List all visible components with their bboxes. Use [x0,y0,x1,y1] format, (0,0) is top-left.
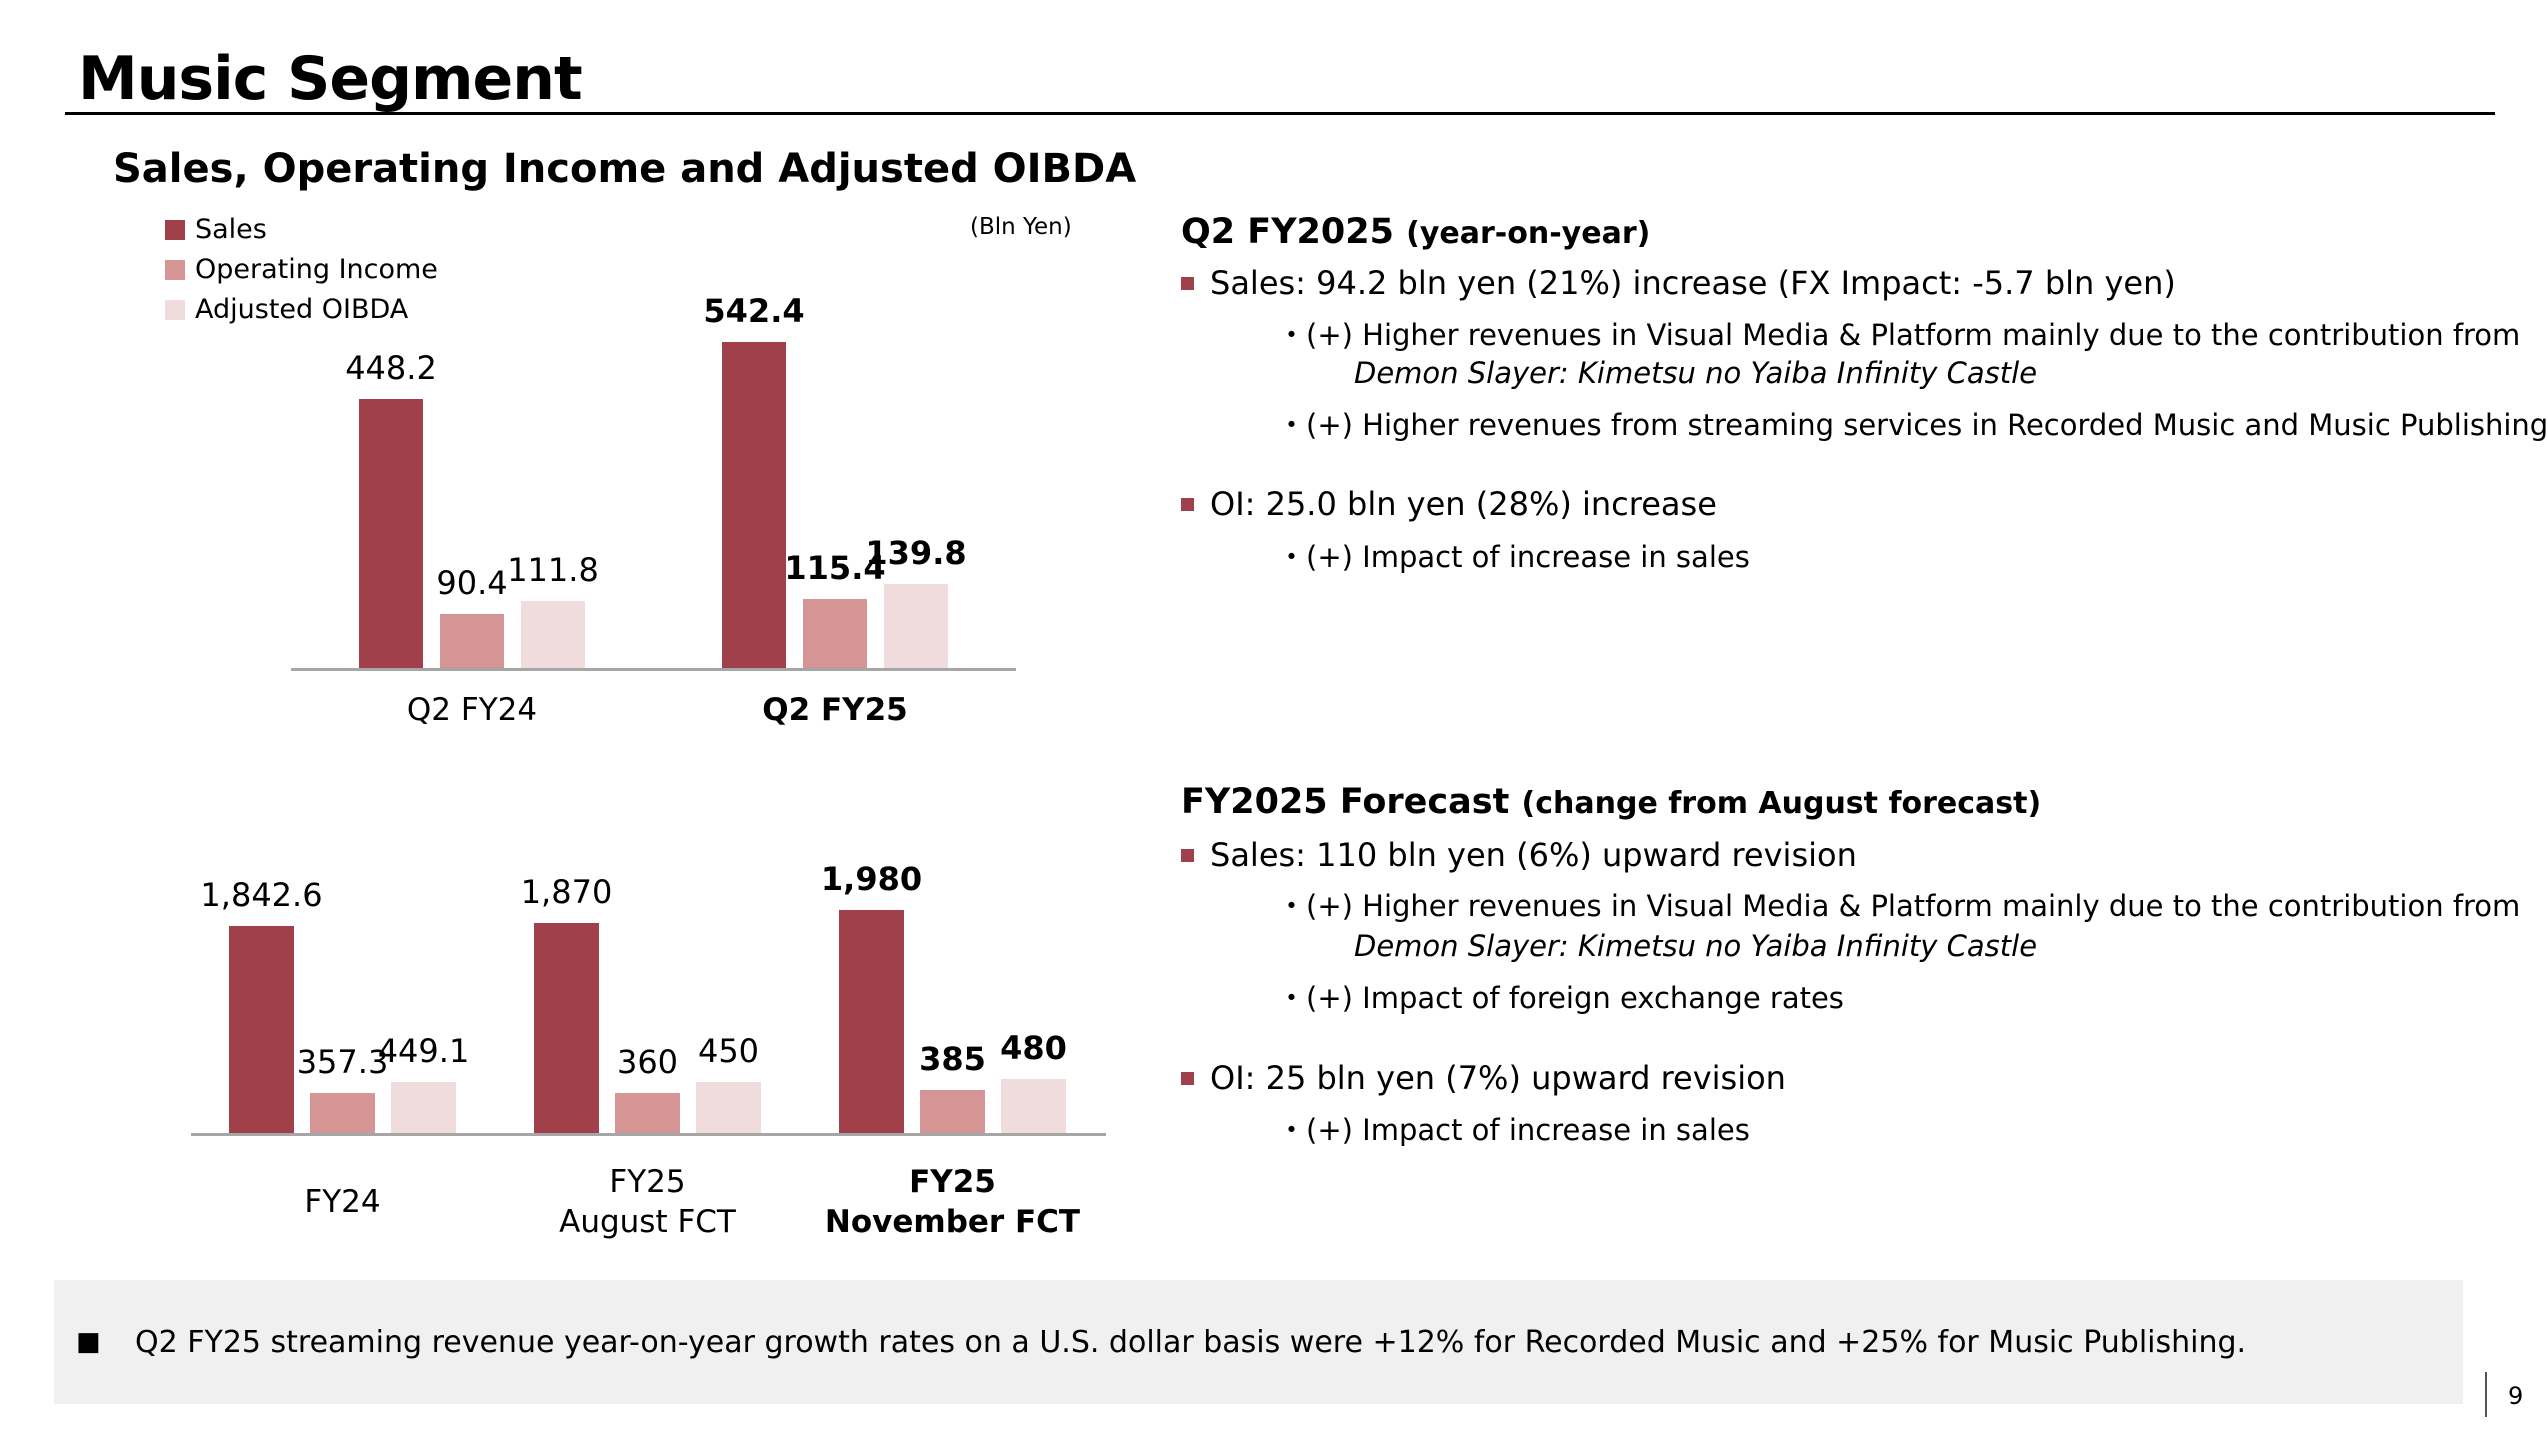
legend-swatch [165,299,185,320]
forecast-sales-sub1: ・(+) Higher revenues in Visual Media & P… [1277,889,2521,923]
bar-operating-income [920,1089,985,1133]
data-label: 115.4 [784,548,886,587]
legend-swatch [165,219,185,240]
bullet-text: OI: 25 bln yen (7%) upward revision [1210,1059,1786,1097]
data-label: 480 [1000,1029,1067,1067]
q2-sales-sub1: ・(+) Higher revenues in Visual Media & P… [1277,318,2521,352]
data-label: 139.8 [865,533,967,572]
chart-section-title: Sales, Operating Income and Adjusted OIB… [113,146,1137,192]
bullet-square-icon [1181,848,1194,862]
bar-operating-income [803,598,867,668]
category-label-line: Q2 FY25 [762,692,908,728]
legend-item-sales: Sales [165,214,267,245]
bullet-text: Sales: 94.2 bln yen (21%) increase (FX I… [1210,264,2176,302]
bar-operating-income [615,1092,680,1133]
forecast-heading: FY2025 Forecast (change from August fore… [1181,782,2041,822]
data-label: 1,870 [520,872,613,911]
x-axis [191,1133,1106,1136]
data-label: 449.1 [377,1032,470,1071]
bar-adjusted-oibda [884,583,948,668]
data-label: 450 [697,1032,760,1071]
q2-sales-sub1-title: Demon Slayer: Kimetsu no Yaiba Infinity … [1354,356,2038,390]
data-label: 542.4 [703,292,805,331]
forecast-oi-sub1: ・(+) Impact of increase in sales [1277,1113,1750,1147]
bullet-square-icon [1181,1071,1194,1085]
title-divider [65,112,2495,115]
category-label-line: FY24 [304,1184,381,1220]
bar-sales [359,398,423,668]
page-title: Music Segment [78,44,583,114]
category-label: FY24 [304,1182,380,1222]
bar-adjusted-oibda [1001,1079,1066,1133]
footer-bullet-icon: ■ [76,1327,101,1357]
q2-sales-sub2: ・(+) Higher revenues from streaming serv… [1277,408,2548,442]
legend-item-operating-income: Operating Income [165,254,438,285]
data-label: 360 [616,1042,679,1081]
data-label: 90.4 [436,563,508,602]
legend-label: Sales [195,214,267,245]
bar-sales [722,342,786,668]
data-label: 1,980 [820,860,923,899]
footer-note-box [54,1280,2463,1404]
legend-label: Adjusted OIBDA [195,294,409,325]
category-label-line: August FCT [559,1204,736,1240]
page-number-divider [2485,1372,2487,1417]
category-label-line: FY25 [909,1164,996,1200]
bullet-text: Sales: 110 bln yen (6%) upward revision [1210,836,1857,874]
category-label: Q2 FY24 [407,690,537,730]
bar-sales [534,922,599,1133]
bar-adjusted-oibda [696,1082,761,1133]
category-label-line: November FCT [824,1204,1081,1240]
category-label: FY25 November FCT [825,1162,1080,1242]
data-label: 111.8 [507,550,599,589]
legend-label: Operating Income [195,254,438,285]
forecast-sales-bullet: Sales: 110 bln yen (6%) upward revision [1181,836,1857,874]
x-axis [291,668,1016,671]
q2-heading-text: Q2 FY2025 [1181,212,1394,252]
forecast-heading-text: FY2025 Forecast [1181,782,1510,822]
q2-heading: Q2 FY2025 (year-on-year) [1181,212,1650,252]
category-label: FY25 August FCT [559,1162,736,1242]
category-label-line: FY25 [609,1164,686,1200]
bar-adjusted-oibda [391,1082,456,1133]
page-number: 9 [2508,1382,2524,1410]
bar-operating-income [440,613,504,668]
q2-sales-bullet: Sales: 94.2 bln yen (21%) increase (FX I… [1181,264,2176,302]
bar-operating-income [310,1092,375,1133]
unit-label: (Bln Yen) [970,214,1072,240]
q2-oi-bullet: OI: 25.0 bln yen (28%) increase [1181,485,1717,523]
forecast-sales-sub1-title: Demon Slayer: Kimetsu no Yaiba Infinity … [1354,929,2038,963]
category-label-line: Q2 FY24 [406,692,538,728]
footer-note: Q2 FY25 streaming revenue year-on-year g… [135,1325,2247,1360]
data-label: 448.2 [345,348,437,387]
forecast-sales-sub2: ・(+) Impact of foreign exchange rates [1277,981,1844,1015]
bullet-square-icon [1181,276,1194,290]
forecast-heading-note: (change from August forecast) [1521,786,2042,821]
category-label: Q2 FY25 [762,690,907,730]
legend-item-adjusted-oibda: Adjusted OIBDA [165,294,408,325]
bullet-text: OI: 25.0 bln yen (28%) increase [1210,485,1717,523]
bullet-square-icon [1181,497,1194,511]
data-label: 385 [919,1039,986,1078]
data-label: 357.3 [296,1042,389,1081]
q2-oi-sub1: ・(+) Impact of increase in sales [1277,540,1750,574]
bar-sales [229,925,294,1133]
q2-heading-note: (year-on-year) [1406,216,1651,251]
forecast-oi-bullet: OI: 25 bln yen (7%) upward revision [1181,1059,1786,1097]
legend-swatch [165,259,185,280]
data-label: 1,842.6 [200,875,323,914]
bar-sales [839,910,904,1133]
bar-adjusted-oibda [521,600,585,668]
